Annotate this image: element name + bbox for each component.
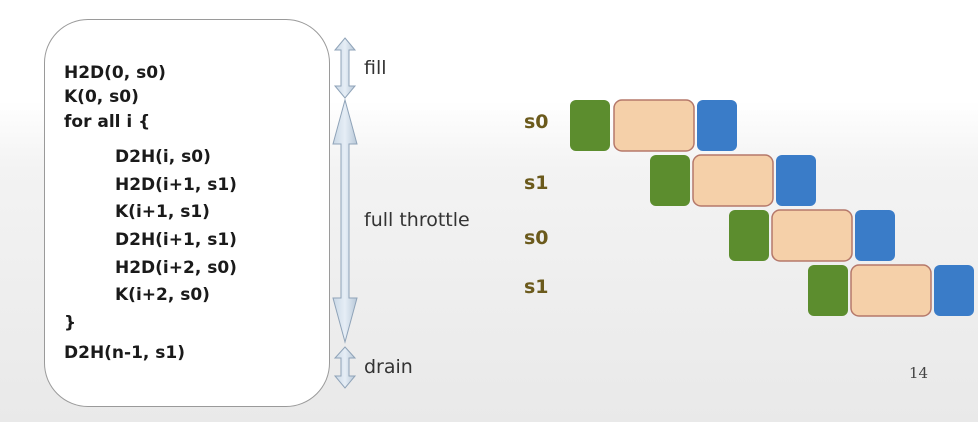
- row-3-kernel-block: [771, 209, 853, 262]
- code-line-h2d-i1: H2D(i+1, s1): [115, 175, 237, 195]
- full-throttle-phase-arrow: [332, 98, 358, 344]
- row-1-kernel-block: [613, 99, 695, 152]
- fill-label: fill: [364, 57, 387, 79]
- full-throttle-label: full throttle: [364, 209, 470, 231]
- code-line-k-i2: K(i+2, s0): [115, 285, 210, 305]
- row-1-h2d-block: [570, 100, 610, 151]
- stream-label-row-1: s0: [524, 111, 549, 133]
- row-2-kernel-block: [692, 154, 774, 207]
- code-box: [44, 19, 330, 407]
- stream-label-row-3: s0: [524, 227, 549, 249]
- row-4-h2d-block: [808, 265, 848, 316]
- code-line-k-0: K(0, s0): [64, 87, 139, 107]
- code-line-h2d-0: H2D(0, s0): [64, 63, 166, 83]
- code-line-close-brace: }: [64, 313, 77, 333]
- code-line-d2h-n1: D2H(n-1, s1): [64, 343, 186, 363]
- drain-phase-arrow: [333, 346, 357, 389]
- row-3-h2d-block: [729, 210, 769, 261]
- row-3-d2h-block: [855, 210, 895, 261]
- row-4-kernel-block: [850, 264, 932, 317]
- fill-phase-arrow: [333, 37, 357, 99]
- page-number: 14: [909, 364, 929, 382]
- stream-label-row-4: s1: [524, 276, 549, 298]
- code-line-d2h-i1: D2H(i+1, s1): [115, 230, 237, 250]
- row-2-h2d-block: [650, 155, 690, 206]
- code-line-d2h-i: D2H(i, s0): [115, 147, 211, 167]
- code-line-h2d-i2: H2D(i+2, s0): [115, 258, 237, 278]
- code-line-k-i1: K(i+1, s1): [115, 202, 210, 222]
- row-2-d2h-block: [776, 155, 816, 206]
- stream-label-row-2: s1: [524, 172, 549, 194]
- row-4-d2h-block: [934, 265, 974, 316]
- code-line-for: for all i {: [64, 112, 151, 132]
- drain-label: drain: [364, 356, 413, 378]
- row-1-d2h-block: [697, 100, 737, 151]
